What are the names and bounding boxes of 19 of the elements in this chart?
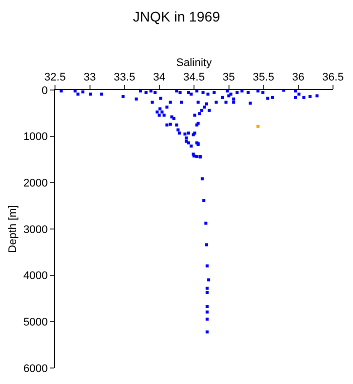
x-tick-label: 33.5 [114,72,136,84]
y-tick-label: 4000 [23,270,48,282]
y-tick-label: 0 [42,84,48,97]
x-tick-label: 32.5 [44,72,66,84]
x-tick-label: 33 [84,72,96,84]
x-tick-label: 35.5 [252,72,274,84]
y-axis-title: Depth [m] [6,205,19,253]
y-tick-label: 2000 [23,178,48,190]
x-tick-label: 34 [153,72,166,84]
x-tick-label: 36 [292,72,304,84]
y-tick-label: 3000 [23,224,48,236]
chart-title: JNQK in 1969 [132,8,220,24]
x-axis-title: Salinity [176,57,212,70]
y-tick-label: 1000 [23,131,48,144]
y-tick-label: 6000 [23,362,48,375]
x-tick-label: 36.5 [322,72,344,84]
y-tick-label: 5000 [23,316,48,329]
x-tick-label: 34.5 [183,72,205,84]
x-tick-label: 35 [222,72,235,84]
